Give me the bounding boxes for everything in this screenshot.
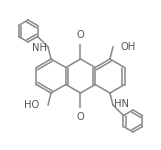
Text: HN: HN <box>114 99 129 109</box>
Text: NH: NH <box>32 43 47 53</box>
Text: O: O <box>77 112 84 122</box>
Text: OH: OH <box>121 42 136 52</box>
Text: O: O <box>77 30 84 40</box>
Text: HO: HO <box>24 100 39 110</box>
